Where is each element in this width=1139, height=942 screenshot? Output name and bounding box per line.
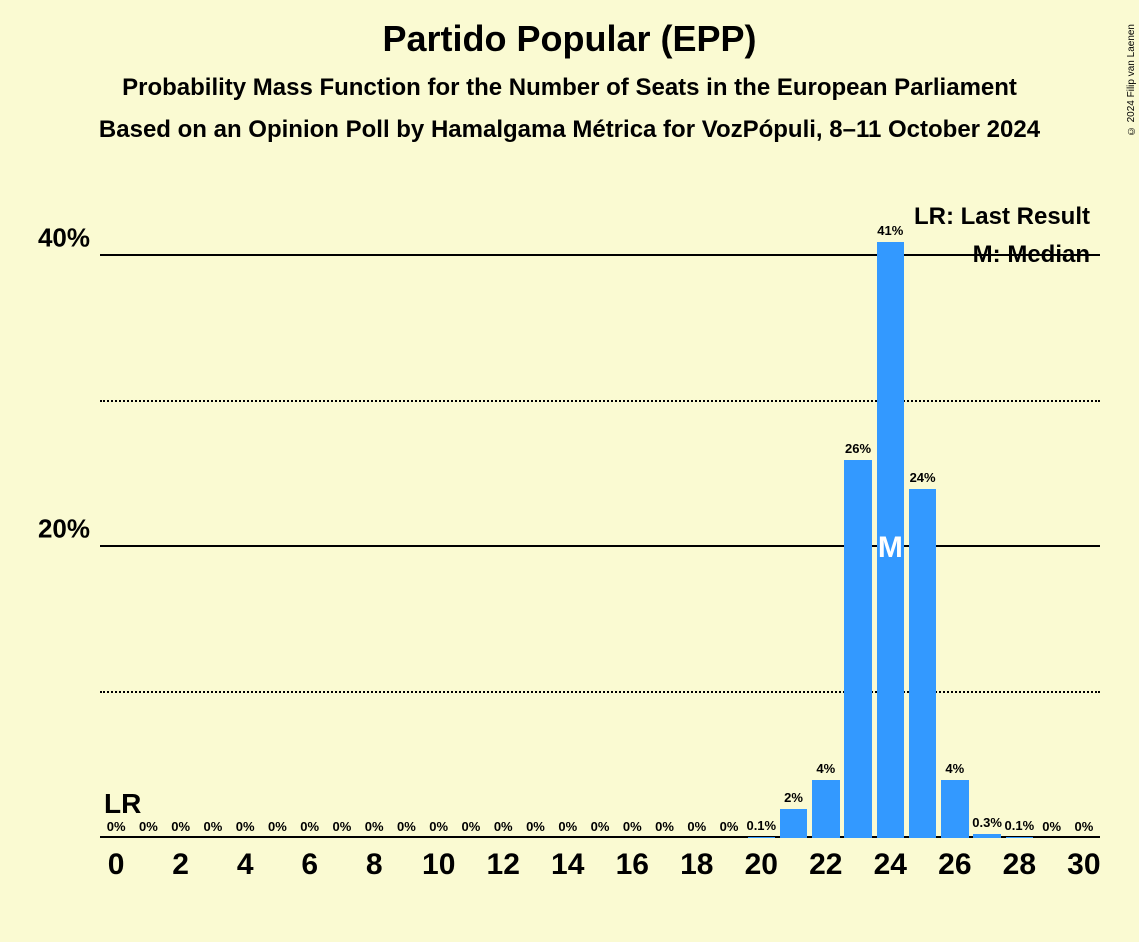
bar-value-label: 0.1% bbox=[1005, 818, 1035, 833]
bar-value-label: 0% bbox=[655, 819, 674, 834]
gridline-minor bbox=[100, 691, 1100, 693]
bar-value-label: 0.1% bbox=[746, 818, 776, 833]
chart-subtitle-1: Probability Mass Function for the Number… bbox=[0, 74, 1139, 102]
xtick-label: 18 bbox=[680, 848, 713, 882]
bar-value-label: 0% bbox=[526, 819, 545, 834]
bar-value-label: 0% bbox=[397, 819, 416, 834]
gridline-major bbox=[100, 545, 1100, 547]
bar-value-label: 24% bbox=[910, 470, 936, 485]
bar bbox=[812, 780, 839, 838]
bar-value-label: 26% bbox=[845, 441, 871, 456]
bar-value-label: 0% bbox=[1074, 819, 1093, 834]
xtick-label: 8 bbox=[366, 848, 383, 882]
bar bbox=[973, 834, 1000, 838]
chart-subtitle-2: Based on an Opinion Poll by Hamalgama Mé… bbox=[0, 116, 1139, 144]
xtick-label: 14 bbox=[551, 848, 584, 882]
bar-value-label: 0% bbox=[333, 819, 352, 834]
bar-value-label: 0% bbox=[171, 819, 190, 834]
xtick-label: 12 bbox=[487, 848, 520, 882]
median-marker: M bbox=[878, 531, 903, 565]
xtick-label: 28 bbox=[1003, 848, 1036, 882]
bar-value-label: 0% bbox=[268, 819, 287, 834]
xtick-label: 24 bbox=[874, 848, 907, 882]
xtick-label: 0 bbox=[108, 848, 125, 882]
xtick-label: 2 bbox=[172, 848, 189, 882]
bar-value-label: 0% bbox=[365, 819, 384, 834]
bar bbox=[1006, 837, 1033, 838]
bar bbox=[780, 809, 807, 838]
bar bbox=[941, 780, 968, 838]
bar-value-label: 0% bbox=[236, 819, 255, 834]
bar-value-label: 0% bbox=[591, 819, 610, 834]
bar bbox=[844, 460, 871, 838]
bar-value-label: 0% bbox=[720, 819, 739, 834]
chart-plot-area: LR: Last Result M: Median 0%0%0%0%0%0%0%… bbox=[100, 198, 1100, 838]
xtick-label: 20 bbox=[745, 848, 778, 882]
ytick-label: 20% bbox=[10, 514, 90, 545]
xtick-label: 10 bbox=[422, 848, 455, 882]
copyright-text: © 2024 Filip van Laenen bbox=[1126, 24, 1137, 136]
bar bbox=[748, 837, 775, 838]
bar-value-label: 0% bbox=[494, 819, 513, 834]
gridline-minor bbox=[100, 400, 1100, 402]
last-result-marker: LR bbox=[104, 788, 141, 820]
bar-value-label: 0% bbox=[107, 819, 126, 834]
xtick-label: 16 bbox=[616, 848, 649, 882]
chart-title: Partido Popular (EPP) bbox=[0, 18, 1139, 60]
gridline-major bbox=[100, 254, 1100, 256]
bar-value-label: 0% bbox=[558, 819, 577, 834]
bar-value-label: 41% bbox=[877, 223, 903, 238]
bar-value-label: 2% bbox=[784, 790, 803, 805]
bar-value-label: 0% bbox=[429, 819, 448, 834]
bar-value-label: 0% bbox=[462, 819, 481, 834]
bar-value-label: 0.3% bbox=[972, 815, 1002, 830]
bar-value-label: 0% bbox=[1042, 819, 1061, 834]
bar-value-label: 4% bbox=[816, 761, 835, 776]
bar-value-label: 0% bbox=[300, 819, 319, 834]
xtick-label: 30 bbox=[1067, 848, 1100, 882]
xtick-label: 22 bbox=[809, 848, 842, 882]
ytick-label: 40% bbox=[10, 223, 90, 254]
bar-value-label: 0% bbox=[203, 819, 222, 834]
bar bbox=[909, 489, 936, 838]
bar-value-label: 0% bbox=[139, 819, 158, 834]
bar-value-label: 4% bbox=[945, 761, 964, 776]
xtick-label: 6 bbox=[301, 848, 318, 882]
xtick-label: 4 bbox=[237, 848, 254, 882]
bar-value-label: 0% bbox=[687, 819, 706, 834]
xtick-label: 26 bbox=[938, 848, 971, 882]
bar-value-label: 0% bbox=[623, 819, 642, 834]
